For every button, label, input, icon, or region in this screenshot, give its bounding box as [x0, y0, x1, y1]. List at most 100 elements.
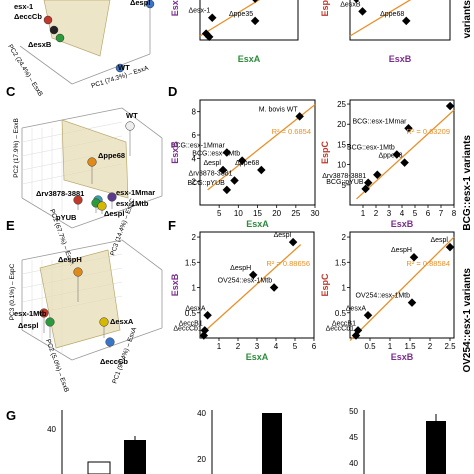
- scatter-d-left-xtick-label: 25: [291, 209, 300, 218]
- pca-bcg-axis-pc2: PC2 (17.9%) – EsxB: [13, 118, 20, 178]
- scatter-d-left-point-label: BCG::pYUB: [187, 180, 225, 187]
- scatter-f-left-ytick-label: 0.5: [185, 309, 197, 318]
- scatter-f-left-ylabel: EsxB: [170, 273, 180, 296]
- scatter-d-left-ytick-label: 6: [192, 131, 197, 140]
- pca-top-point-label: esx-1: [14, 2, 33, 11]
- scatter-f-left-point-label: Δespl: [274, 232, 292, 239]
- scatter-f-right-xtick-label: 1.5: [404, 342, 416, 351]
- scatter-d-left-ylabel: EsxB: [170, 141, 180, 164]
- bar-g3-ytick-label: 45: [349, 433, 358, 442]
- pca-top-point-label: Δespl: [130, 0, 150, 7]
- scatter-b-left-point-label: Δppe35: [229, 11, 253, 18]
- scatter-f-right-xtick-label: 1: [388, 342, 393, 351]
- pca-bcg-point-label: Δespl: [104, 209, 124, 218]
- scatter-b-right-point: [352, 0, 361, 3]
- pca-bcg-point: [97, 201, 107, 211]
- pca-bcg-point-label: esx-1Mtb: [116, 199, 149, 208]
- scatter-d-right-point: [373, 170, 382, 179]
- scatter-d-left-fit-line: [207, 104, 316, 191]
- scatter-f-left-point: [199, 331, 209, 340]
- scatter-d-left-point: [230, 176, 239, 185]
- scatter-f-left-ytick-label: 1: [192, 284, 197, 293]
- scatter-f-left-xtick-label: 3: [255, 342, 260, 351]
- scatter-f-right-point-label: OV254::esx-1Mtb: [356, 293, 411, 300]
- pca-top-point-label: ΔeccCb: [14, 12, 42, 21]
- scatter-b-left-fit-line: [199, 0, 261, 37]
- scatter-d-right-point: [400, 158, 409, 167]
- scatter-f-right-ylabel: EspC: [320, 273, 330, 297]
- scatter-f-left-fit-line: [199, 244, 302, 336]
- scatter-d-right-xtick-label: 4: [400, 209, 405, 218]
- pca-ov-axis-pc3: PC3 (0.1%) – EspC: [9, 263, 16, 320]
- scatter-d-left-point: [295, 112, 304, 121]
- scatter-b-left-frame: [199, 0, 299, 41]
- scatter-d-left-point: [257, 165, 266, 175]
- scatter-b-right-point: [402, 16, 411, 26]
- scatter-b-left-point: [208, 13, 217, 22]
- scatter-d-right-fit-line: [356, 109, 455, 200]
- scatter-d-left-xlabel: EsxA: [246, 219, 269, 229]
- scatter-d-right-point: [404, 124, 413, 133]
- scatter-d-left-point: [218, 165, 228, 175]
- scatter-d-right-xtick-label: 2: [374, 209, 379, 218]
- scatter-d-right-point-label: BCG::esx-1Mtb: [347, 145, 395, 152]
- scatter-d-left-xtick-label: 10: [234, 209, 243, 218]
- scatter-f-right-point: [351, 331, 361, 340]
- scatter-b-left-point: [250, 16, 260, 26]
- bar-g3-ytick-label: 40: [349, 459, 358, 468]
- pca-bcg-frame-line: [21, 107, 123, 129]
- scatter-d-right-r2: R² = 0.63209: [406, 127, 450, 136]
- scatter-d-left-point-label: Δrv3878-3881: [189, 171, 233, 178]
- scatter-d-left-ytick-label: 2: [192, 178, 197, 187]
- scatter-f-left-xtick-label: 2: [236, 342, 241, 351]
- pca-ov-frame-line: [121, 239, 163, 271]
- pca-bcg-point-label: Δppe68: [98, 151, 125, 160]
- scatter-d-right-xtick-label: 5: [413, 209, 418, 218]
- bar-g2-bar: [262, 413, 282, 474]
- scatter-f-left-r2: R² = 0.88656: [266, 259, 310, 268]
- pca-ov-point-label: Δespl: [18, 321, 38, 330]
- scatter-f-right-ytick-label: 1: [342, 284, 347, 293]
- pca-bcg-point: [87, 157, 97, 167]
- scatter-d-left-point-label: BCG::esx-1Mmar: [171, 143, 226, 150]
- pca-bcg-point-label: esx-1Mmar: [116, 188, 155, 197]
- bar-g1-bar: [124, 440, 146, 474]
- scatter-d-right-xtick-label: 8: [452, 209, 457, 218]
- scatter-d-left-xtick-label: 30: [311, 209, 320, 218]
- panel-letter-c: C: [6, 84, 16, 99]
- scatter-f-right-ytick-label: 2: [342, 233, 347, 242]
- scatter-d-right-ytick-label: 10: [337, 161, 346, 170]
- scatter-f-right-point: [445, 242, 455, 252]
- pca-ov-frame-line: [21, 239, 123, 261]
- panel-letter-d: D: [168, 84, 177, 99]
- scatter-d-left-point-label: Δespl: [203, 160, 221, 167]
- scatter-f-right-xlabel: EsxB: [391, 352, 414, 362]
- scatter-f-right-xtick-label: 2: [428, 342, 433, 351]
- scatter-b-right-point-label: Δppe68: [380, 11, 404, 18]
- pca-ov-point: [45, 317, 55, 327]
- scatter-d-right-ylabel: EspC: [320, 141, 330, 165]
- scatter-f-left-point-label: ΔeccCb1: [173, 325, 202, 332]
- scatter-d-right-point-label: Δppe68: [378, 153, 402, 160]
- bar-g1-bar: [87, 461, 111, 474]
- scatter-f-right-point-label: ΔeccCb1: [326, 325, 355, 332]
- scatter-f-left-point-label: OV254::esx-1Mtb: [218, 278, 273, 285]
- bar-g1-ytick-label: 40: [47, 425, 56, 434]
- pca-bcg-point-label: pYUB: [56, 213, 77, 222]
- scatter-f-right-xtick-label: 2.5: [444, 342, 456, 351]
- pca-ov-point: [105, 337, 115, 347]
- scatter-f-left-point-label: ΔespH: [230, 265, 251, 272]
- scatter-f-right-point-label: Δespl: [430, 237, 448, 244]
- pca-top-plane: [43, 0, 111, 57]
- pca-bcg-frame-line: [21, 197, 73, 229]
- scatter-d-right-ytick-label: 25: [337, 100, 346, 109]
- scatter-f-right-xtick-label: 0.5: [364, 342, 376, 351]
- scatter-f-right-point-label: ΔesxA: [346, 305, 367, 312]
- scatter-f-left-ytick-label: 1.5: [185, 258, 197, 267]
- side-title-ov254: OV254::esx-1 variants: [462, 268, 473, 373]
- scatter-d-left-ytick-label: 8: [192, 108, 197, 117]
- scatter-d-right-xtick-label: 3: [387, 209, 392, 218]
- scatter-f-right-point: [409, 252, 419, 262]
- scatter-f-left-xtick-label: 5: [293, 342, 298, 351]
